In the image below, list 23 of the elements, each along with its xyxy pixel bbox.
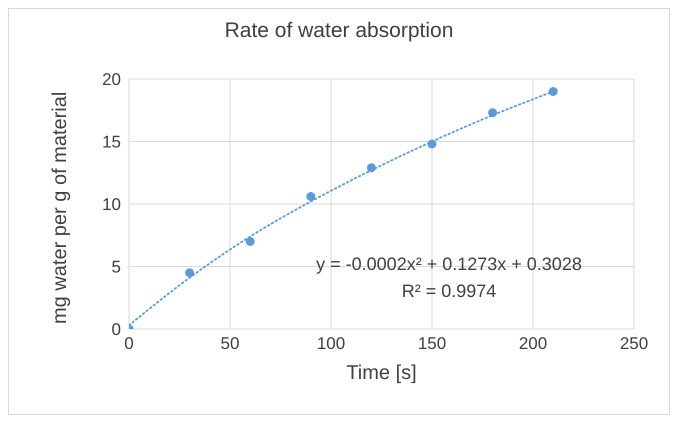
point: [548, 87, 558, 96]
point: [428, 140, 436, 148]
y-tick-label: 15: [102, 132, 121, 152]
y-tick-label: 20: [102, 70, 121, 90]
y-tick-label: 10: [102, 195, 121, 214]
annotation: R² = 0.9974: [400, 281, 498, 302]
x-tick-label: 50: [220, 334, 240, 354]
point: [366, 163, 376, 172]
x-tick-label: 200: [518, 334, 548, 354]
chart-title: Rate of water absorption: [224, 19, 454, 43]
x-tick-label: 250: [620, 334, 648, 354]
point: [185, 268, 194, 278]
point: [488, 108, 498, 118]
point: [306, 192, 316, 201]
y-tick-label: 0: [112, 320, 121, 340]
y-axis-title: mg water per g of material: [49, 92, 72, 324]
annotation: y = -0.0002x² + 0.1273x + 0.3028: [315, 254, 583, 275]
x-tick-label: 150: [418, 334, 446, 354]
point: [246, 237, 255, 246]
y-tick-label: 5: [112, 258, 121, 277]
x-tick-label: 0: [124, 334, 134, 354]
x-axis-title: Time [s]: [346, 362, 417, 384]
x-tick-label: 100: [316, 334, 346, 354]
